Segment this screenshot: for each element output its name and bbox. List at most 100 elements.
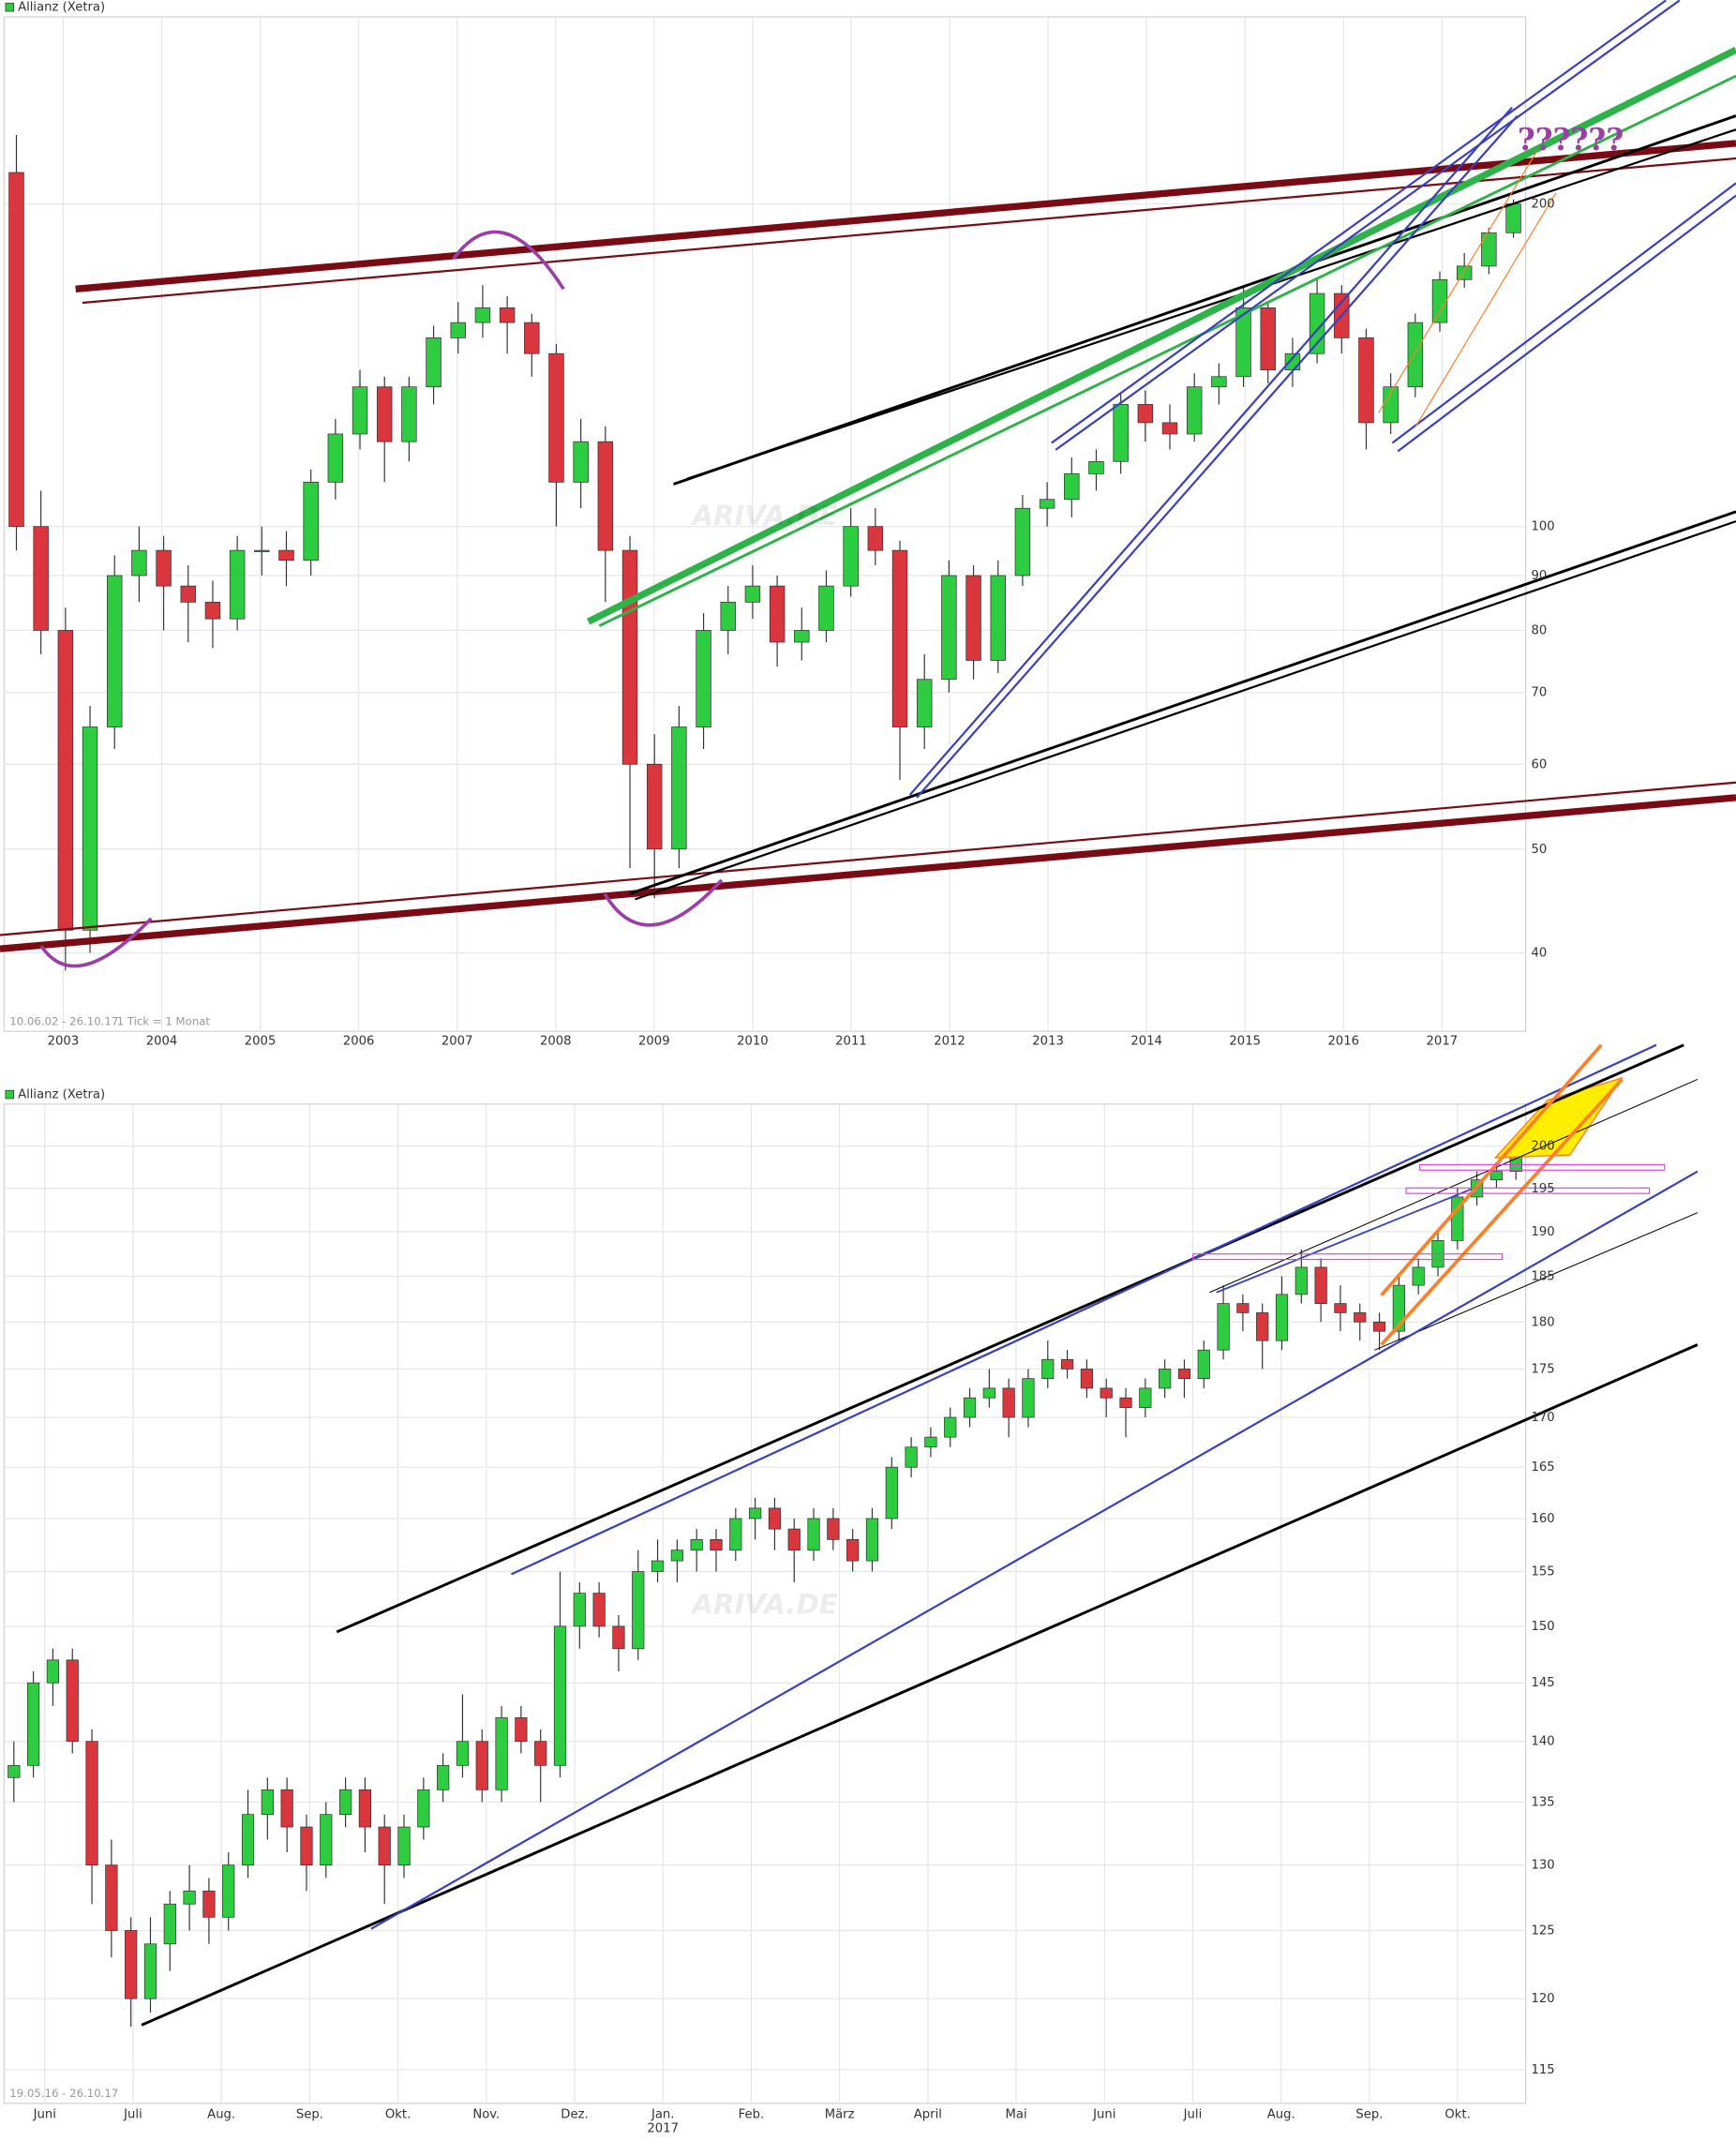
candle-body [426, 337, 441, 388]
candle-body [105, 1864, 118, 1931]
candle-body [254, 549, 270, 552]
candle-body [1161, 422, 1178, 435]
x-tick-label: Okt. [385, 2108, 411, 2122]
candle-body [261, 1789, 274, 1816]
legend-label: Allianz (Xetra) [18, 1, 105, 15]
x-tick-label: Feb. [739, 2108, 765, 2122]
candle-body [1137, 404, 1154, 424]
candle-body [495, 1717, 508, 1790]
y-tick-label: 195 [1532, 1182, 1555, 1196]
candle-body [573, 441, 589, 483]
candle-body [592, 1593, 606, 1627]
x-tick-label: 2010 [737, 1034, 769, 1048]
candle-body [1139, 1387, 1152, 1408]
candle-body [143, 1943, 157, 1999]
candle-body [303, 482, 319, 561]
candle-body [891, 549, 908, 727]
x-tick-label: 2015 [1229, 1034, 1261, 1048]
candle-body [241, 1814, 255, 1866]
candle-body [300, 1826, 313, 1866]
candle-body [46, 1659, 60, 1684]
x-tick-label: 2006 [343, 1034, 375, 1048]
x-tick-label: 2013 [1032, 1034, 1064, 1048]
candle-body [671, 726, 687, 850]
candle-body [1334, 1303, 1347, 1313]
y-tick-label: 50 [1532, 843, 1548, 857]
candle-body [696, 630, 711, 727]
candle-body [280, 1789, 293, 1828]
candle-body [651, 1560, 665, 1572]
candle-body [690, 1539, 703, 1551]
x-tick-label: Juni [33, 2108, 56, 2122]
candle-body [1197, 1349, 1210, 1379]
x-tick-label: Sep. [296, 2108, 323, 2122]
candle-body [818, 585, 834, 631]
candle-body [1260, 307, 1276, 371]
candle-body [1217, 1303, 1230, 1351]
y-tick-label: 160 [1532, 1512, 1555, 1526]
watermark: ARIVA.DE [690, 500, 838, 532]
candle-body [82, 726, 98, 931]
y-tick-label: 100 [1532, 520, 1555, 534]
candle-body [57, 630, 74, 931]
candle-body [646, 763, 663, 850]
y-tick-label: 115 [1532, 2063, 1555, 2077]
candle-body [327, 433, 344, 483]
candle-body [1064, 473, 1080, 501]
x-tick-label: April [914, 2108, 942, 2122]
candle-body [456, 1741, 470, 1766]
y-tick-label: 175 [1532, 1362, 1555, 1376]
y-tick-label: 185 [1532, 1269, 1555, 1283]
y-tick-label: 150 [1532, 1620, 1555, 1634]
candle-body [474, 307, 491, 323]
candle-body [1412, 1266, 1425, 1286]
candle-body [204, 601, 221, 620]
candle-body [1236, 1303, 1250, 1313]
y-tick-label: 180 [1532, 1315, 1555, 1329]
year-label: 2017 [647, 2121, 679, 2135]
candle-body [358, 1789, 372, 1828]
candle-body [450, 322, 466, 338]
candle-body [1284, 352, 1301, 371]
candle-body [827, 1518, 840, 1540]
candle-body [1177, 1369, 1191, 1379]
candle-body [905, 1446, 918, 1468]
x-tick-label: 2009 [638, 1034, 670, 1048]
x-tick-label: Sep. [1355, 2108, 1383, 2122]
x-tick-label: 2008 [540, 1034, 572, 1048]
candle-body [1088, 460, 1104, 474]
candle-body [1354, 1312, 1367, 1323]
x-tick-label: Aug. [1267, 2108, 1295, 2122]
candle-body [33, 526, 49, 631]
candle-body [499, 307, 516, 323]
candle-body [156, 549, 172, 587]
x-tick-label: Mai [1005, 2108, 1026, 2122]
x-tick-label: März [825, 2108, 855, 2122]
candle-body [378, 1826, 391, 1866]
candle-body [125, 1930, 138, 1999]
x-tick-label: 2012 [934, 1034, 965, 1048]
y-tick-label: 140 [1532, 1735, 1555, 1749]
candle-body [437, 1764, 450, 1790]
candle-body [222, 1864, 235, 1918]
range-label: 19.05.16 - 26.10.17 [9, 2087, 118, 2100]
x-tick-label: Juli [123, 2108, 142, 2122]
y-tick-label: 40 [1532, 947, 1548, 961]
y-tick-label: 170 [1532, 1411, 1555, 1425]
y-tick-label: 145 [1532, 1676, 1555, 1690]
candle-body [180, 585, 196, 603]
candle-body [524, 322, 540, 354]
candle-body [1256, 1312, 1269, 1341]
candle-body [1159, 1369, 1172, 1389]
candle-body [1505, 203, 1521, 233]
candle-body [885, 1466, 898, 1520]
candle-body [1372, 1321, 1386, 1332]
candle-body [720, 601, 736, 631]
candle-body [1489, 1171, 1504, 1181]
candle-body [710, 1539, 723, 1551]
candle-body [1275, 1294, 1289, 1341]
x-tick-label: 2017 [1427, 1034, 1459, 1048]
candle-body [769, 585, 786, 643]
candle-body [944, 1416, 957, 1438]
